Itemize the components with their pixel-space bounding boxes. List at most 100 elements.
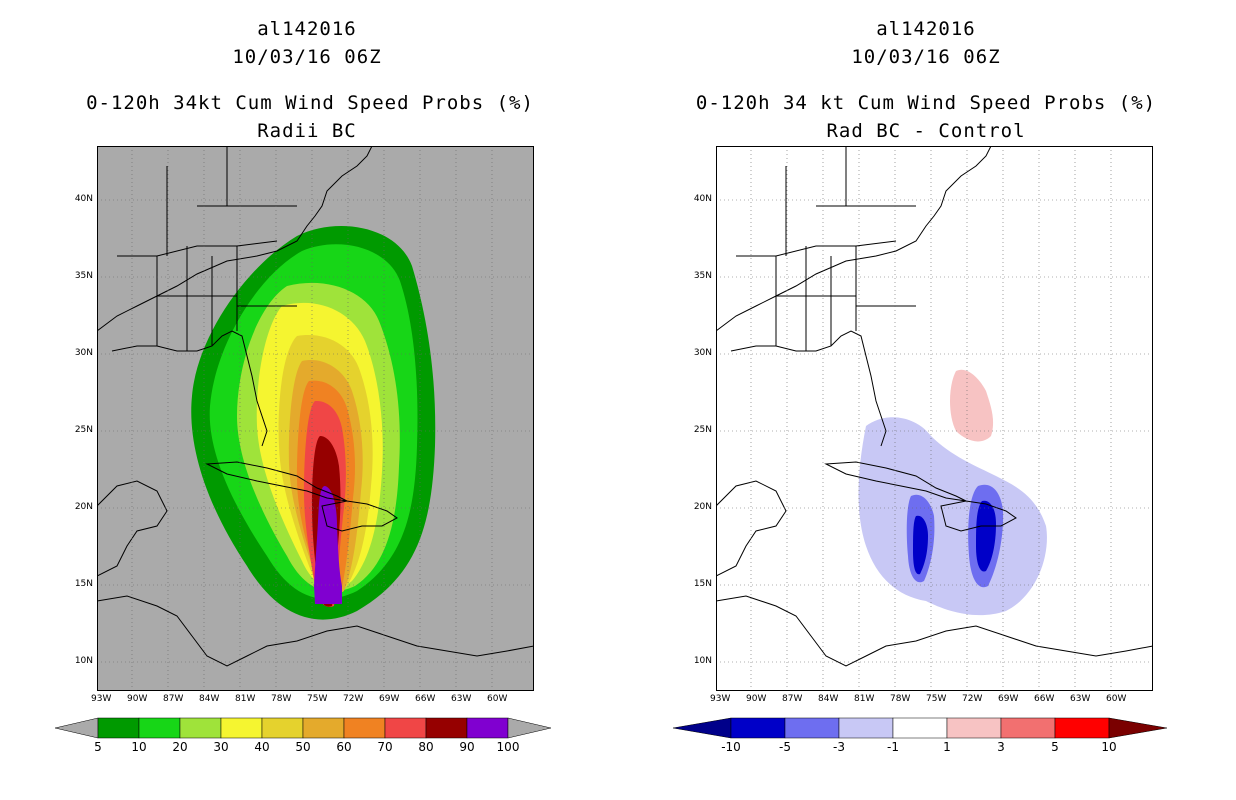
colorbar-box (302, 717, 345, 739)
right-storm-id: al142016 (876, 18, 976, 40)
colorbar-box (425, 717, 468, 739)
left-colorbar (55, 717, 552, 739)
colorbar-extend-low (673, 717, 732, 739)
lon-tick-label: 75W (307, 694, 328, 704)
lon-tick-label: 90W (127, 694, 148, 704)
diff-minus5-right (976, 500, 996, 572)
right-title: 0-120h 34 kt Cum Wind Speed Probs (%) (695, 92, 1157, 114)
lon-tick-label: 69W (379, 694, 400, 704)
lon-tick-label: 90W (746, 694, 767, 704)
right-subtitle: Rad BC - Control (826, 120, 1026, 142)
left-datetime: 10/03/16 06Z (232, 46, 382, 68)
colorbar-tick-label: 3 (997, 740, 1005, 754)
lat-tick-label: 35N (693, 271, 712, 281)
colorbar-box (384, 717, 427, 739)
lon-tick-label: 93W (91, 694, 112, 704)
mexico-coastline (97, 480, 168, 577)
colorbar-box (946, 717, 1002, 739)
lon-tick-label: 72W (962, 694, 983, 704)
colorbar-tick-label: 70 (377, 740, 393, 754)
lat-tick-label: 20N (74, 502, 93, 512)
lat-tick-label: 40N (74, 194, 93, 204)
left-title: 0-120h 34kt Cum Wind Speed Probs (%) (86, 92, 534, 114)
lat-tick-label: 15N (693, 579, 712, 589)
lon-tick-label: 84W (199, 694, 220, 704)
lon-tick-label: 78W (890, 694, 911, 704)
lat-tick-label: 25N (74, 425, 93, 435)
colorbar-tick-label: 100 (496, 740, 520, 754)
colorbar-tick-label: 80 (418, 740, 434, 754)
lon-tick-label: 66W (415, 694, 436, 704)
lat-tick-label: 20N (693, 502, 712, 512)
left-grid (97, 146, 534, 691)
right-map-frame (716, 146, 1153, 691)
lat-tick-label: 10N (74, 656, 93, 666)
colorbar-box (1054, 717, 1110, 739)
hispaniola-outline (321, 500, 398, 532)
lon-tick-label: 63W (451, 694, 472, 704)
lon-tick-label: 75W (926, 694, 947, 704)
lon-tick-label: 60W (1106, 694, 1127, 704)
colorbar-tick-label: -1 (887, 740, 899, 754)
lon-tick-label: 81W (854, 694, 875, 704)
colorbar-tick-label: 50 (295, 740, 311, 754)
colorbar-extend-high (1108, 717, 1168, 739)
colorbar-extend-high (507, 717, 552, 739)
colorbar-box (838, 717, 894, 739)
left-map (97, 146, 534, 691)
lon-tick-label: 87W (163, 694, 184, 704)
lat-tick-label: 30N (693, 348, 712, 358)
right-difference-contours (858, 369, 1047, 616)
colorbar-box (261, 717, 304, 739)
right-grid (716, 146, 1153, 691)
colorbar-tick-label: 20 (172, 740, 188, 754)
colorbar-tick-label: 90 (459, 740, 475, 754)
diff-minus5-left (913, 515, 928, 575)
colorbar-box (138, 717, 181, 739)
colorbar-extend-low (55, 717, 99, 739)
right-datetime: 10/03/16 06Z (851, 46, 1001, 68)
lon-tick-label: 84W (818, 694, 839, 704)
lat-tick-label: 15N (74, 579, 93, 589)
colorbar-tick-label: -10 (721, 740, 741, 754)
lon-tick-label: 72W (343, 694, 364, 704)
colorbar-box (466, 717, 509, 739)
lon-tick-label: 60W (487, 694, 508, 704)
colorbar-tick-label: 1 (943, 740, 951, 754)
lon-tick-label: 87W (782, 694, 803, 704)
colorbar-box (220, 717, 263, 739)
colorbar-tick-label: 40 (254, 740, 270, 754)
left-coastlines (97, 146, 534, 667)
colorbar-box (97, 717, 140, 739)
colorbar-box (784, 717, 840, 739)
lat-tick-label: 25N (693, 425, 712, 435)
contour-90 (314, 486, 342, 604)
right-coastlines (716, 146, 1153, 667)
lon-tick-label: 81W (235, 694, 256, 704)
lon-tick-label: 66W (1034, 694, 1055, 704)
colorbar-box (1000, 717, 1056, 739)
colorbar-box (343, 717, 386, 739)
colorbar-tick-label: 10 (1101, 740, 1117, 754)
colorbar-tick-label: 5 (1051, 740, 1059, 754)
diff-minus1-region (858, 417, 1047, 616)
colorbar-box (179, 717, 222, 739)
colorbar-tick-label: -5 (779, 740, 791, 754)
gulf-coastline (111, 330, 268, 447)
colorbar-tick-label: 30 (213, 740, 229, 754)
lon-tick-label: 78W (271, 694, 292, 704)
left-probability-contours (191, 226, 436, 620)
lon-tick-label: 63W (1070, 694, 1091, 704)
right-colorbar (673, 717, 1168, 739)
lon-tick-label: 93W (710, 694, 731, 704)
us-coastline (97, 146, 373, 332)
lon-tick-label: 69W (998, 694, 1019, 704)
us-states (117, 146, 297, 351)
colorbar-tick-label: 10 (131, 740, 147, 754)
central-america-coastline (97, 595, 534, 667)
lat-tick-label: 40N (693, 194, 712, 204)
colorbar-tick-label: 60 (336, 740, 352, 754)
right-map (716, 146, 1153, 691)
left-map-frame (97, 146, 534, 691)
colorbar-tick-label: 5 (94, 740, 102, 754)
